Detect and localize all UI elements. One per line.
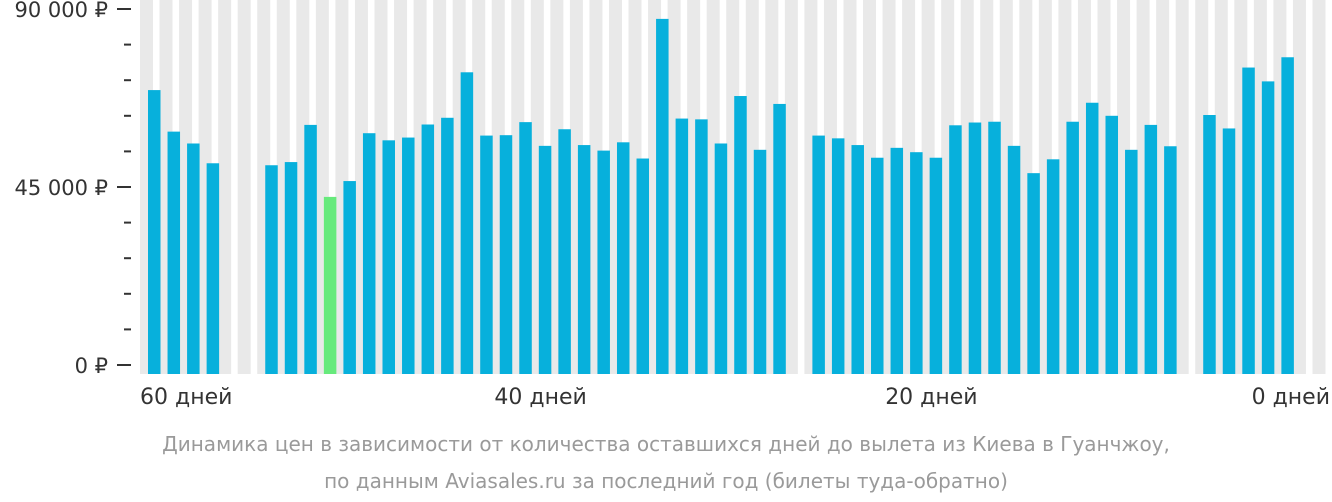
- x-axis: 60 дней 40 дней 20 дней 0 дней: [140, 385, 1330, 410]
- price-bar[interactable]: [284, 162, 298, 374]
- price-bar[interactable]: [577, 145, 591, 374]
- price-bar[interactable]: [714, 143, 728, 374]
- price-bar[interactable]: [441, 117, 454, 375]
- price-bar[interactable]: [558, 129, 571, 374]
- price-bar[interactable]: [1066, 121, 1079, 374]
- price-bar[interactable]: [1144, 124, 1158, 374]
- price-bar[interactable]: [148, 90, 161, 374]
- price-bar[interactable]: [362, 133, 376, 374]
- x-tick-label: 20 дней: [885, 385, 977, 410]
- price-bar[interactable]: [1242, 67, 1255, 374]
- price-bar[interactable]: [890, 147, 904, 374]
- price-bar[interactable]: [1281, 57, 1294, 374]
- price-dynamics-chart: 0 ₽ 45 000 ₽ 90 000 ₽ 60 дней 40 дней 20 дне…: [14, 0, 1330, 410]
- price-bar[interactable]: [1125, 149, 1138, 374]
- column-bg: [218, 0, 232, 374]
- x-tick-label: 60 дней: [140, 385, 232, 410]
- price-bar[interactable]: [616, 142, 630, 374]
- price-bar[interactable]: [988, 121, 1001, 374]
- price-bar[interactable]: [1203, 115, 1216, 375]
- price-bar[interactable]: [734, 96, 747, 375]
- price-bar[interactable]: [480, 135, 493, 374]
- price-bar[interactable]: [265, 165, 278, 374]
- price-bar[interactable]: [656, 18, 669, 375]
- price-bar[interactable]: [910, 152, 923, 374]
- chart-caption-line-2: по данным Aviasales.ru за последний год …: [324, 469, 1008, 493]
- price-bar[interactable]: [831, 138, 845, 374]
- price-bar[interactable]: [519, 122, 532, 374]
- chart-caption-line-1: Динамика цен в зависимости от количества…: [162, 432, 1170, 456]
- price-bar[interactable]: [1261, 81, 1275, 375]
- price-bar[interactable]: [851, 145, 864, 374]
- price-bar[interactable]: [343, 181, 356, 374]
- price-bar[interactable]: [304, 124, 317, 374]
- price-bar[interactable]: [1164, 146, 1177, 374]
- y-tick-label: 45 000 ₽: [14, 176, 108, 200]
- price-bar[interactable]: [675, 118, 689, 375]
- min-price-bar[interactable]: [323, 196, 337, 374]
- price-bar[interactable]: [538, 145, 552, 374]
- price-bar[interactable]: [1027, 173, 1040, 374]
- price-bar[interactable]: [968, 122, 982, 374]
- price-bar[interactable]: [499, 135, 513, 374]
- x-tick-label: 40 дней: [494, 385, 586, 410]
- price-bar[interactable]: [695, 119, 708, 374]
- price-bars: [148, 18, 1294, 375]
- y-tick-label: 0 ₽: [75, 354, 108, 378]
- column-bg: [1292, 0, 1306, 374]
- column-backgrounds: [140, 0, 1326, 374]
- y-tick-label: 90 000 ₽: [14, 0, 108, 22]
- price-bar[interactable]: [1046, 159, 1060, 374]
- price-bar[interactable]: [167, 131, 181, 374]
- price-bar[interactable]: [812, 135, 825, 374]
- price-bar[interactable]: [929, 157, 943, 374]
- price-bar[interactable]: [636, 158, 650, 374]
- price-bar[interactable]: [1105, 115, 1119, 375]
- price-bar[interactable]: [753, 149, 767, 374]
- price-bar[interactable]: [460, 72, 474, 375]
- y-axis: 0 ₽ 45 000 ₽ 90 000 ₽: [14, 0, 131, 378]
- price-bar[interactable]: [402, 137, 415, 374]
- price-bar[interactable]: [1007, 145, 1021, 374]
- x-tick-label: 0 дней: [1252, 385, 1330, 410]
- price-bar[interactable]: [949, 125, 962, 374]
- price-bar[interactable]: [1222, 128, 1236, 374]
- price-bar[interactable]: [597, 150, 610, 374]
- column-bg: [1175, 0, 1189, 374]
- price-bar[interactable]: [773, 103, 786, 374]
- price-bar[interactable]: [1085, 102, 1099, 374]
- price-bar[interactable]: [421, 124, 435, 374]
- price-bar[interactable]: [187, 143, 200, 374]
- column-bg: [237, 0, 251, 374]
- price-bar[interactable]: [871, 157, 884, 374]
- price-bar[interactable]: [382, 140, 395, 374]
- column-bg: [1312, 0, 1326, 374]
- price-bar[interactable]: [206, 163, 220, 374]
- column-bg: [784, 0, 798, 374]
